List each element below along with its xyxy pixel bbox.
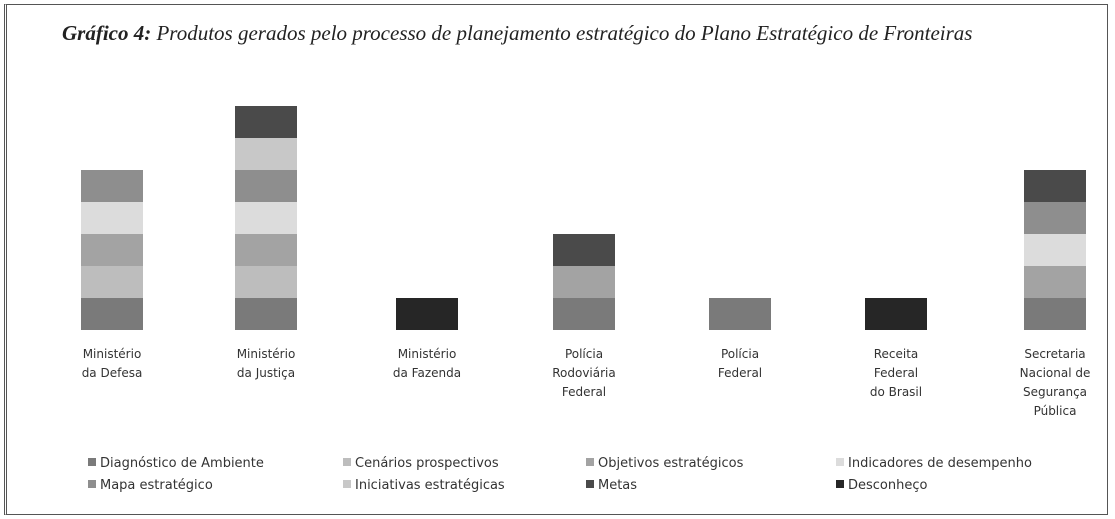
legend-item: Desconheço [836, 478, 927, 493]
legend-label: Objetivos estratégicos [598, 456, 744, 471]
legend-swatch [836, 480, 844, 488]
bar-segment [81, 170, 143, 202]
bar-segment [553, 266, 615, 298]
chart-title: Gráfico 4: Produtos gerados pelo process… [62, 20, 1102, 46]
bar-segment [235, 202, 297, 234]
legend-label: Cenários prospectivos [355, 456, 499, 471]
legend-item: Indicadores de desempenho [836, 456, 1032, 471]
bar-segment [553, 234, 615, 266]
title-label: Gráfico 4: [62, 21, 152, 45]
bar-segment [1024, 202, 1086, 234]
x-tick-label: Ministério da Fazenda [392, 347, 462, 380]
bar-segment [81, 298, 143, 330]
legend-label: Metas [598, 478, 638, 493]
bar-segment [81, 202, 143, 234]
x-tick-label: Polícia Federal [717, 347, 763, 380]
bar-segment [865, 298, 927, 330]
x-tick-label: Receita Federal do Brasil [869, 347, 923, 399]
legend-label: Indicadores de desempenho [848, 456, 1032, 471]
legend-label: Desconheço [848, 478, 928, 493]
legend-label: Diagnóstico de Ambiente [100, 456, 264, 471]
legend-item: Mapa estratégico [88, 478, 213, 493]
bar-segment [81, 266, 143, 298]
bar-segment [1024, 234, 1086, 266]
bar-segment [81, 234, 143, 266]
bar-segment [235, 138, 297, 170]
x-tick-label: Ministério da Justiça [236, 347, 296, 380]
legend-item: Diagnóstico de Ambiente [88, 456, 264, 471]
legend-swatch [586, 458, 594, 466]
bar-segment [235, 106, 297, 138]
legend-swatch [88, 458, 96, 466]
title-text: Produtos gerados pelo processo de planej… [156, 21, 973, 45]
legend-item: Objetivos estratégicos [586, 456, 743, 471]
legend-label: Mapa estratégico [100, 478, 213, 493]
bar-segment [235, 298, 297, 330]
bar-segment [1024, 170, 1086, 202]
legend-item: Metas [586, 478, 637, 493]
bar-segment [709, 298, 771, 330]
x-tick-label: Secretaria Nacional de Segurança Pública [1019, 347, 1091, 418]
frame [4, 4, 1108, 515]
bar-segment [235, 266, 297, 298]
legend-label: Iniciativas estratégicas [355, 478, 505, 493]
bar-segment [396, 298, 458, 330]
legend-swatch [836, 458, 844, 466]
legend-item: Iniciativas estratégicas [343, 478, 505, 493]
bar-segment [1024, 298, 1086, 330]
legend-swatch [343, 458, 351, 466]
bar-segment [235, 170, 297, 202]
bar-segment [235, 234, 297, 266]
bar-segment [553, 298, 615, 330]
x-tick-label: Polícia Rodoviária Federal [552, 347, 616, 399]
x-tick-label: Ministério da Defesa [81, 347, 143, 380]
legend-swatch [586, 480, 594, 488]
bar-segment [1024, 266, 1086, 298]
legend-swatch [88, 480, 96, 488]
legend-swatch [343, 480, 351, 488]
legend-item: Cenários prospectivos [343, 456, 499, 471]
